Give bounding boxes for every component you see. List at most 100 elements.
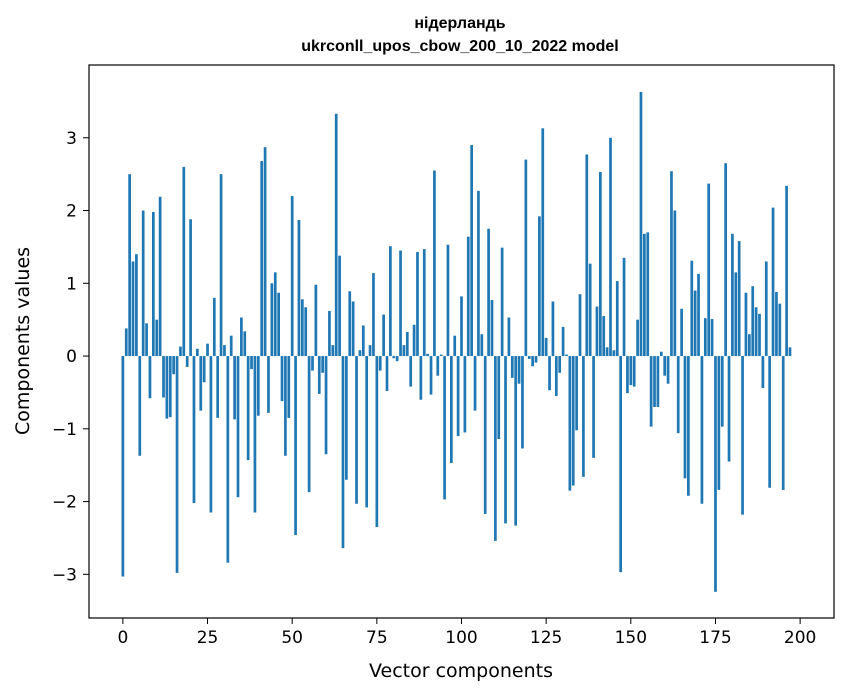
bar-45 bbox=[273, 272, 277, 357]
bar-56 bbox=[311, 356, 314, 371]
bar-140 bbox=[595, 306, 599, 357]
bar-98 bbox=[453, 335, 457, 357]
bar-191 bbox=[768, 356, 772, 488]
bar-193 bbox=[775, 292, 778, 357]
bar-167 bbox=[687, 356, 690, 496]
bar-93 bbox=[436, 356, 440, 376]
x-tick-label: 125 bbox=[530, 628, 562, 648]
bar-144 bbox=[609, 137, 612, 357]
bar-185 bbox=[747, 334, 751, 357]
bar-51 bbox=[294, 356, 297, 536]
bar-113 bbox=[504, 356, 507, 524]
bar-130 bbox=[561, 326, 565, 357]
bar-110 bbox=[494, 356, 497, 541]
bar-171 bbox=[700, 356, 704, 504]
bar-164 bbox=[676, 356, 680, 434]
bar-0 bbox=[121, 356, 125, 577]
bar-148 bbox=[622, 257, 626, 357]
bar-156 bbox=[649, 356, 653, 427]
bar-108 bbox=[487, 228, 490, 357]
bar-50 bbox=[290, 195, 294, 357]
bar-181 bbox=[734, 272, 738, 357]
bar-175 bbox=[714, 356, 717, 592]
bar-21 bbox=[192, 356, 196, 504]
bar-133 bbox=[571, 356, 575, 486]
x-tick-label: 150 bbox=[615, 628, 647, 648]
bar-94 bbox=[439, 354, 443, 357]
x-tick-label: 100 bbox=[445, 628, 477, 648]
y-axis-label: Components values bbox=[12, 247, 34, 435]
bar-66 bbox=[345, 356, 348, 480]
chart-title-line2: ukrconll_upos_cbow_200_10_2022 model bbox=[301, 38, 618, 55]
x-axis-ticks: 0 25 50 75 100 125 150 175 200 bbox=[117, 618, 816, 648]
bar-154 bbox=[643, 233, 646, 357]
bar-141 bbox=[598, 171, 602, 357]
x-axis-label: Vector components bbox=[369, 660, 553, 682]
bar-196 bbox=[785, 185, 788, 357]
bar-65 bbox=[341, 356, 345, 549]
bar-90 bbox=[426, 353, 429, 357]
bar-139 bbox=[592, 356, 595, 458]
bar-135 bbox=[578, 294, 582, 357]
bar-97 bbox=[449, 356, 453, 464]
bar-3 bbox=[131, 261, 135, 357]
bar-5 bbox=[138, 356, 142, 456]
bar-2 bbox=[128, 174, 131, 357]
bar-137 bbox=[585, 154, 589, 357]
x-tick-label: 0 bbox=[117, 628, 128, 648]
bar-43 bbox=[267, 356, 270, 413]
y-tick-label: 1 bbox=[66, 274, 77, 294]
bar-165 bbox=[680, 308, 683, 357]
bar-10 bbox=[155, 319, 159, 357]
bar-146 bbox=[615, 281, 619, 357]
y-tick-label: −3 bbox=[52, 565, 77, 585]
bar-143 bbox=[605, 347, 609, 357]
bar-15 bbox=[172, 356, 176, 375]
bar-158 bbox=[656, 356, 660, 407]
bar-102 bbox=[466, 236, 470, 357]
chart-title-line1: нідерландь bbox=[414, 15, 505, 32]
bar-101 bbox=[463, 356, 467, 433]
bar-107 bbox=[483, 356, 487, 514]
bar-121 bbox=[531, 356, 534, 367]
bar-8 bbox=[148, 356, 152, 399]
bar-89 bbox=[422, 249, 426, 357]
bar-96 bbox=[446, 244, 450, 357]
bar-70 bbox=[358, 350, 362, 357]
bar-68 bbox=[351, 301, 355, 357]
bar-33 bbox=[233, 356, 236, 420]
y-tick-label: 0 bbox=[66, 347, 77, 367]
bar-55 bbox=[307, 356, 311, 493]
bar-103 bbox=[470, 145, 474, 357]
bar-7 bbox=[145, 323, 148, 357]
bar-119 bbox=[524, 159, 528, 357]
plot-frame bbox=[88, 64, 835, 619]
bar-52 bbox=[297, 219, 301, 357]
bar-192 bbox=[771, 207, 775, 357]
bar-123 bbox=[538, 216, 541, 357]
bar-127 bbox=[551, 301, 555, 357]
bar-85 bbox=[409, 356, 413, 387]
bar-63 bbox=[334, 113, 338, 357]
bar-109 bbox=[490, 300, 494, 357]
bar-176 bbox=[717, 356, 721, 490]
bar-73 bbox=[368, 345, 372, 357]
bar-25 bbox=[206, 343, 209, 357]
y-tick-label: 3 bbox=[66, 129, 77, 149]
bar-187 bbox=[754, 307, 758, 357]
bar-71 bbox=[361, 325, 365, 357]
bar-80 bbox=[392, 356, 396, 359]
bar-79 bbox=[389, 246, 392, 357]
bar-44 bbox=[270, 283, 274, 357]
bar-23 bbox=[199, 356, 203, 411]
bar-149 bbox=[626, 356, 629, 394]
bar-186 bbox=[751, 286, 755, 357]
bar-155 bbox=[646, 232, 650, 357]
bar-78 bbox=[385, 356, 389, 391]
bar-173 bbox=[707, 183, 711, 357]
bar-118 bbox=[521, 356, 524, 449]
bar-172 bbox=[703, 318, 707, 357]
bars-group bbox=[121, 91, 792, 592]
bar-105 bbox=[477, 190, 480, 357]
